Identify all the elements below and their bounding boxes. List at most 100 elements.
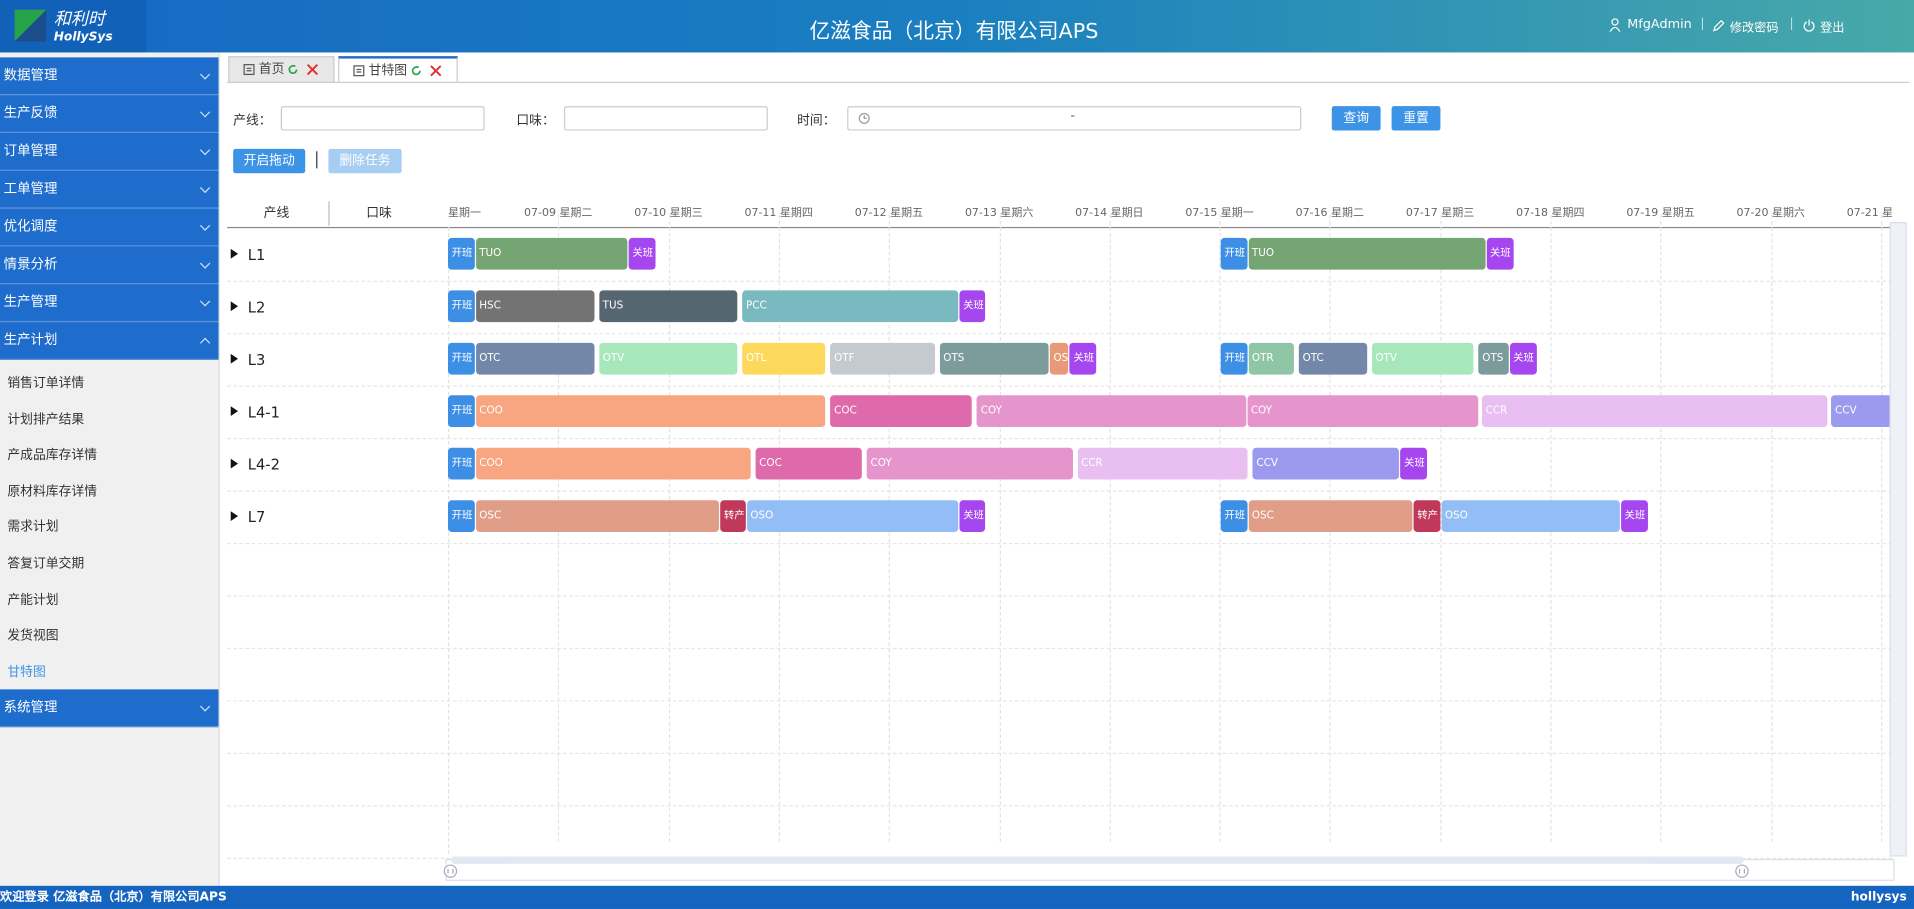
gantt-bar[interactable]: OTC (475, 342, 595, 375)
gantt-bar[interactable]: OTS (1478, 342, 1509, 375)
gantt-bar[interactable]: 关班 (1509, 342, 1538, 375)
refresh-icon[interactable] (287, 63, 299, 75)
gantt-bar[interactable]: OTS (939, 342, 1049, 375)
gantt-bar[interactable]: 关班 (1069, 342, 1097, 375)
submenu-item[interactable]: 发货视图 (7, 628, 59, 644)
submenu-item[interactable]: 甘特图 (7, 664, 46, 680)
gantt-bar[interactable]: 开班 (447, 500, 475, 532)
gantt-bar[interactable]: OTL (742, 342, 825, 375)
gantt-bar[interactable]: OTF (830, 342, 936, 375)
gantt-bar[interactable]: 转产 (720, 500, 746, 532)
gantt-bar[interactable]: 关班 (959, 290, 985, 323)
gantt-bar[interactable]: OSO (1441, 500, 1620, 532)
gantt-bar[interactable]: OTV (1371, 342, 1474, 375)
bar-label: OTL (745, 352, 767, 365)
submenu-item[interactable]: 销售订单详情 (7, 375, 85, 391)
refresh-icon[interactable] (410, 65, 422, 77)
gantt-bar[interactable]: 开班 (1220, 500, 1248, 532)
expand-arrow[interactable] (230, 353, 239, 364)
gantt-bar[interactable]: CCV (1831, 395, 1892, 428)
gantt-bar[interactable]: 开班 (447, 342, 475, 375)
close-icon[interactable] (430, 65, 442, 77)
gantt-bar[interactable]: COY (866, 447, 1073, 480)
menu-item[interactable]: 生产计划 (0, 322, 219, 360)
gantt-bar[interactable]: TUO (1248, 237, 1486, 270)
gantt-bar[interactable]: OSC (475, 500, 720, 532)
menu-item[interactable]: 生产管理 (0, 284, 219, 323)
gantt-bar[interactable]: OS (1049, 342, 1069, 375)
expand-arrow[interactable] (230, 511, 239, 521)
flavor-input[interactable] (563, 106, 768, 131)
gantt-bar[interactable]: 开班 (447, 447, 475, 480)
gantt-bar[interactable]: COO (475, 447, 752, 480)
menu-item[interactable]: 系统管理 (0, 689, 219, 728)
logout[interactable]: 登出 (1820, 21, 1845, 36)
menu-item[interactable]: 生产反馈 (0, 95, 219, 133)
line-input[interactable] (280, 106, 485, 131)
bar-label: CCR (1485, 405, 1508, 418)
gantt-bar[interactable]: OSO (746, 500, 959, 532)
gantt-bar[interactable]: OTV (599, 342, 737, 375)
expand-arrow[interactable] (230, 406, 239, 417)
bar-label: COY (870, 457, 892, 470)
submenu-item[interactable]: 需求计划 (7, 520, 59, 535)
menu-item[interactable]: 数据管理 (0, 57, 219, 96)
close-icon[interactable] (306, 63, 319, 76)
gantt-bar[interactable]: 开班 (447, 237, 475, 270)
gantt-bar[interactable]: 转产 (1413, 500, 1441, 532)
gantt-bar[interactable]: COO (475, 395, 825, 428)
enable-drag-button[interactable]: 开启拖动 (233, 148, 306, 174)
gantt-bar[interactable]: OTC (1298, 342, 1368, 375)
gantt-bar[interactable]: CCR (1077, 447, 1248, 480)
delete-task-button[interactable]: 删除任务 (328, 148, 402, 174)
gantt-bar[interactable]: PCC (742, 290, 959, 323)
h-scrollbar[interactable] (451, 856, 1744, 864)
menu-item[interactable]: 情景分析 (0, 246, 219, 285)
gantt-bar[interactable]: TUS (599, 290, 737, 323)
scroll-handle[interactable] (1735, 864, 1750, 879)
tab[interactable]: 首页 (228, 56, 335, 83)
menu-item[interactable]: 订单管理 (0, 132, 219, 171)
gantt-bar[interactable]: COY (1247, 395, 1479, 428)
gantt-bar[interactable]: 关班 (1400, 447, 1427, 480)
row-grid-line (227, 805, 1893, 807)
gantt-bar[interactable]: 开班 (447, 290, 475, 323)
gantt-bar[interactable]: 开班 (1220, 237, 1248, 270)
gantt-bar[interactable]: 开班 (447, 395, 475, 428)
row-grid-line (227, 595, 1893, 597)
gantt-bar[interactable]: TUO (475, 237, 628, 270)
menu-item[interactable]: 工单管理 (0, 170, 219, 209)
gantt-bar[interactable]: OTR (1248, 342, 1294, 375)
reset-button[interactable]: 重置 (1391, 106, 1441, 131)
gantt-bar[interactable]: CCV (1252, 447, 1400, 480)
bar-label: COY (980, 405, 1002, 418)
submenu-item[interactable]: 原材料库存详情 (7, 484, 98, 499)
gantt-bar[interactable]: COC (755, 447, 862, 480)
expand-arrow[interactable] (230, 458, 239, 469)
query-button[interactable]: 查询 (1331, 106, 1381, 131)
change-password[interactable]: 修改密码 (1729, 21, 1779, 36)
v-scrollbar[interactable] (1889, 222, 1907, 857)
gantt-bar[interactable]: 开班 (1220, 342, 1248, 375)
expand-arrow[interactable] (230, 301, 239, 312)
gantt-bar[interactable]: 关班 (628, 237, 656, 270)
submenu-item[interactable]: 产成品库存详情 (7, 448, 98, 463)
gantt-bar[interactable]: HSC (475, 290, 595, 323)
expand-arrow[interactable] (230, 248, 239, 259)
user-name[interactable]: MfgAdmin (1627, 17, 1692, 32)
gantt-bar[interactable]: COC (830, 395, 972, 428)
scroll-handle[interactable] (443, 864, 458, 879)
gantt-bar[interactable]: 关班 (959, 500, 985, 532)
submenu-item[interactable]: 计划排产结果 (7, 411, 85, 427)
gantt-bar[interactable]: 关班 (1620, 500, 1649, 532)
gantt-bar[interactable]: CCR (1481, 395, 1827, 428)
menu-item[interactable]: 优化调度 (0, 208, 219, 247)
gantt-bar[interactable]: OSC (1248, 500, 1413, 532)
time-input[interactable]: - (847, 106, 1302, 131)
gantt-bar[interactable]: 关班 (1486, 237, 1514, 270)
tab[interactable]: 甘特图 (338, 56, 458, 83)
gantt-bar[interactable]: COY (977, 395, 1247, 428)
submenu-item[interactable]: 答复订单交期 (7, 556, 85, 572)
submenu-item[interactable]: 产能计划 (7, 592, 59, 608)
bar-label: OTR (1251, 352, 1274, 365)
